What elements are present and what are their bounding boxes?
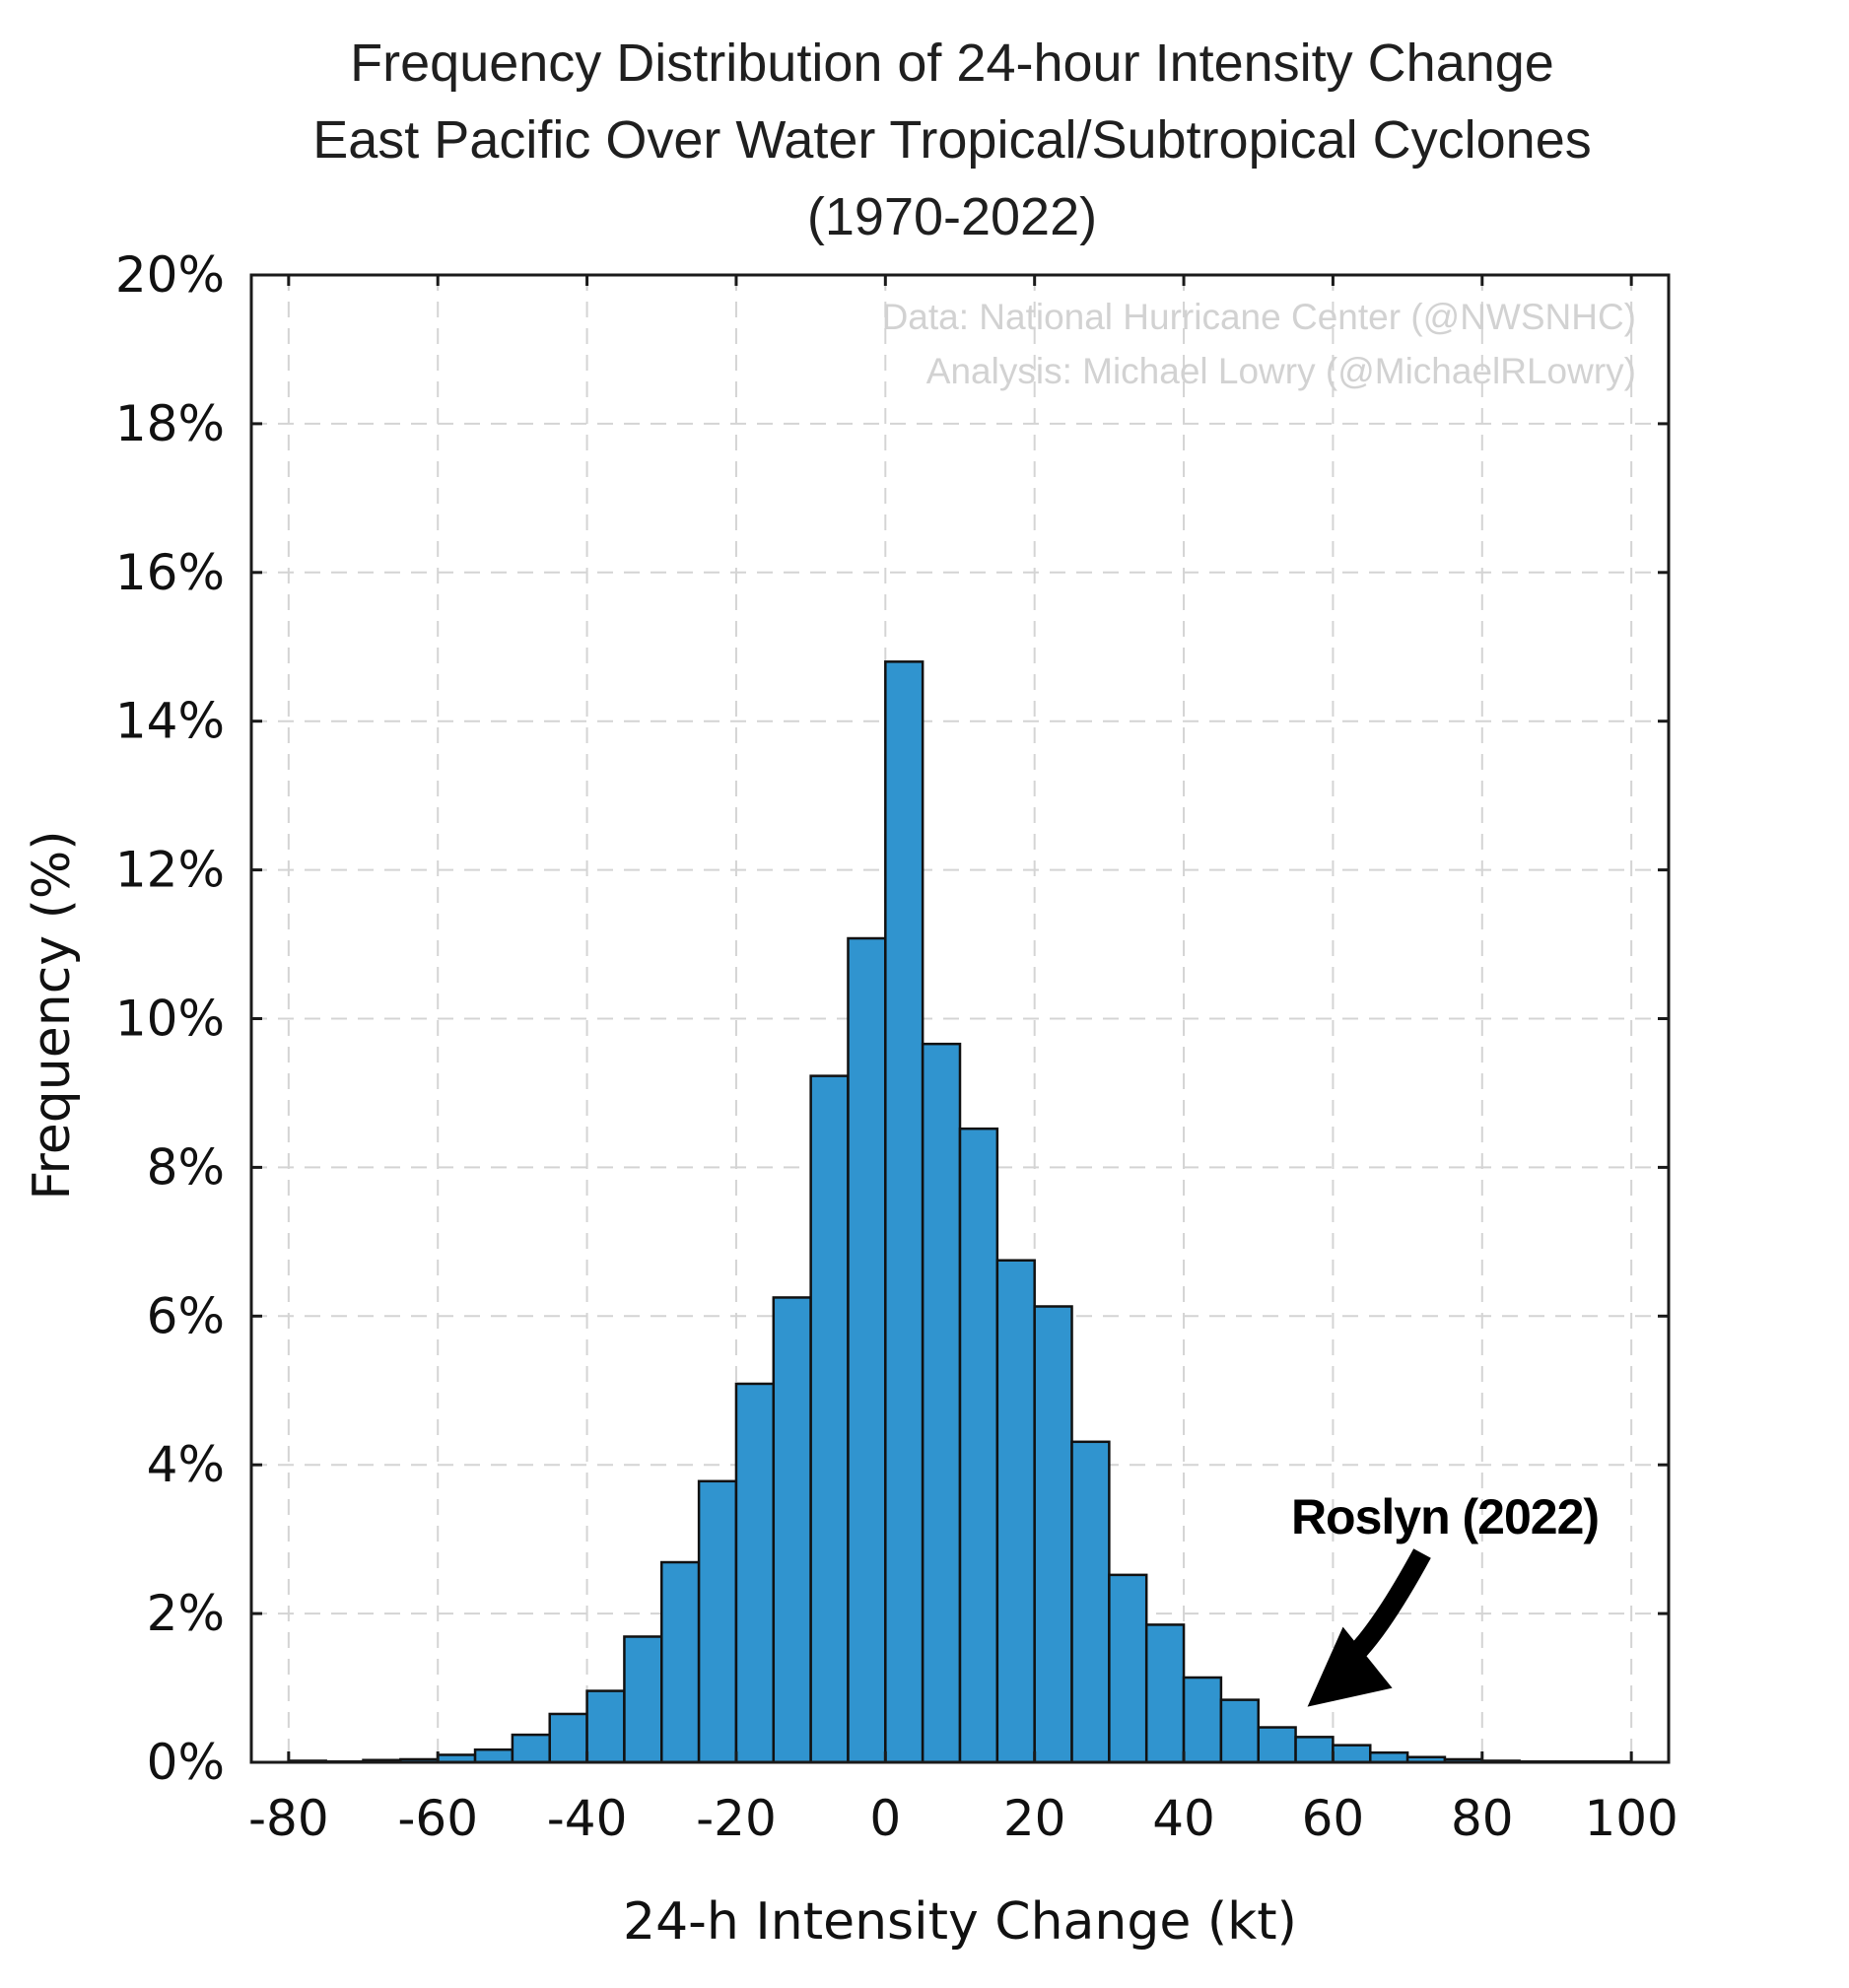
histogram-bar — [660, 1560, 701, 1764]
x-axis-tick-labels: -80 -60 -40 -20 0 20 40 60 80 100 — [248, 1790, 1678, 1847]
histogram-bar — [772, 1296, 812, 1764]
x-tick-label: 20 — [1003, 1790, 1066, 1847]
x-tick-label: 0 — [869, 1790, 901, 1847]
y-tick-label: 0% — [147, 1734, 225, 1791]
credit-analysis: Analysis: Michael Lowry (@MichaelRLowry) — [926, 351, 1636, 391]
x-tick-label: 60 — [1302, 1790, 1365, 1847]
x-axis-label: 24-h Intensity Change (kt) — [623, 1892, 1297, 1952]
y-tick-label: 18% — [115, 395, 225, 452]
chart-title-line-3: (1970-2022) — [807, 187, 1097, 246]
histogram-bar — [585, 1689, 626, 1764]
x-tick-label: -20 — [696, 1790, 777, 1847]
histogram-bar — [1294, 1736, 1335, 1764]
axis-ticks — [251, 273, 1669, 1764]
callout-arrow-icon — [1343, 1548, 1431, 1667]
chart-title-line-2: East Pacific Over Water Tropical/Subtrop… — [312, 110, 1591, 170]
x-tick-label: -80 — [248, 1790, 329, 1847]
histogram-bar — [473, 1748, 514, 1764]
histogram-bar — [995, 1259, 1036, 1764]
y-tick-label: 16% — [115, 544, 225, 601]
histogram-bar — [1257, 1726, 1297, 1764]
chart-title: Frequency Distribution of 24-hour Intens… — [312, 34, 1591, 246]
histogram-bar — [884, 660, 924, 1764]
histogram-bar — [1182, 1676, 1223, 1764]
histogram-bar — [697, 1479, 738, 1764]
histogram-bar — [1219, 1698, 1260, 1764]
histogram-bar — [623, 1635, 663, 1764]
y-tick-label: 10% — [115, 991, 225, 1048]
histogram-bars — [287, 660, 1633, 1764]
y-tick-label: 2% — [147, 1585, 225, 1642]
histogram-bar — [847, 936, 887, 1764]
histogram-bar — [1033, 1305, 1073, 1764]
y-axis-tick-labels: 0% 2% 4% 6% 8% 10% 12% 14% 16% 18% 20% — [115, 246, 225, 1791]
chart-title-line-1: Frequency Distribution of 24-hour Intens… — [350, 34, 1554, 93]
roslyn-callout: Roslyn (2022) — [1291, 1489, 1600, 1707]
histogram-bar — [1332, 1744, 1372, 1764]
histogram-bar — [734, 1382, 776, 1764]
y-tick-label: 12% — [115, 842, 225, 899]
y-tick-label: 8% — [147, 1138, 225, 1196]
histogram-bar — [921, 1042, 962, 1764]
histogram-bar — [1144, 1623, 1186, 1764]
y-tick-label: 14% — [115, 693, 225, 750]
credit-data-source: Data: National Hurricane Center (@NWSNHC… — [882, 297, 1636, 337]
callout-label: Roslyn (2022) — [1291, 1489, 1599, 1544]
histogram-bar — [1108, 1573, 1148, 1764]
data-credits: Data: National Hurricane Center (@NWSNHC… — [882, 297, 1636, 391]
y-tick-label: 6% — [147, 1287, 225, 1344]
histogram-bar — [511, 1733, 551, 1764]
x-tick-label: 80 — [1451, 1790, 1514, 1847]
histogram-bar — [548, 1712, 588, 1764]
x-tick-label: -60 — [397, 1790, 478, 1847]
y-tick-label: 20% — [115, 246, 225, 304]
y-tick-label: 4% — [147, 1436, 225, 1493]
y-axis-label: Frequency (%) — [23, 830, 82, 1200]
histogram-bar — [1070, 1440, 1111, 1764]
x-tick-label: -40 — [547, 1790, 628, 1847]
callout-arrowhead-icon — [1307, 1626, 1393, 1707]
histogram-bar — [809, 1074, 850, 1764]
x-tick-label: 40 — [1152, 1790, 1215, 1847]
x-tick-label: 100 — [1584, 1790, 1678, 1847]
histogram-bar — [958, 1127, 999, 1764]
